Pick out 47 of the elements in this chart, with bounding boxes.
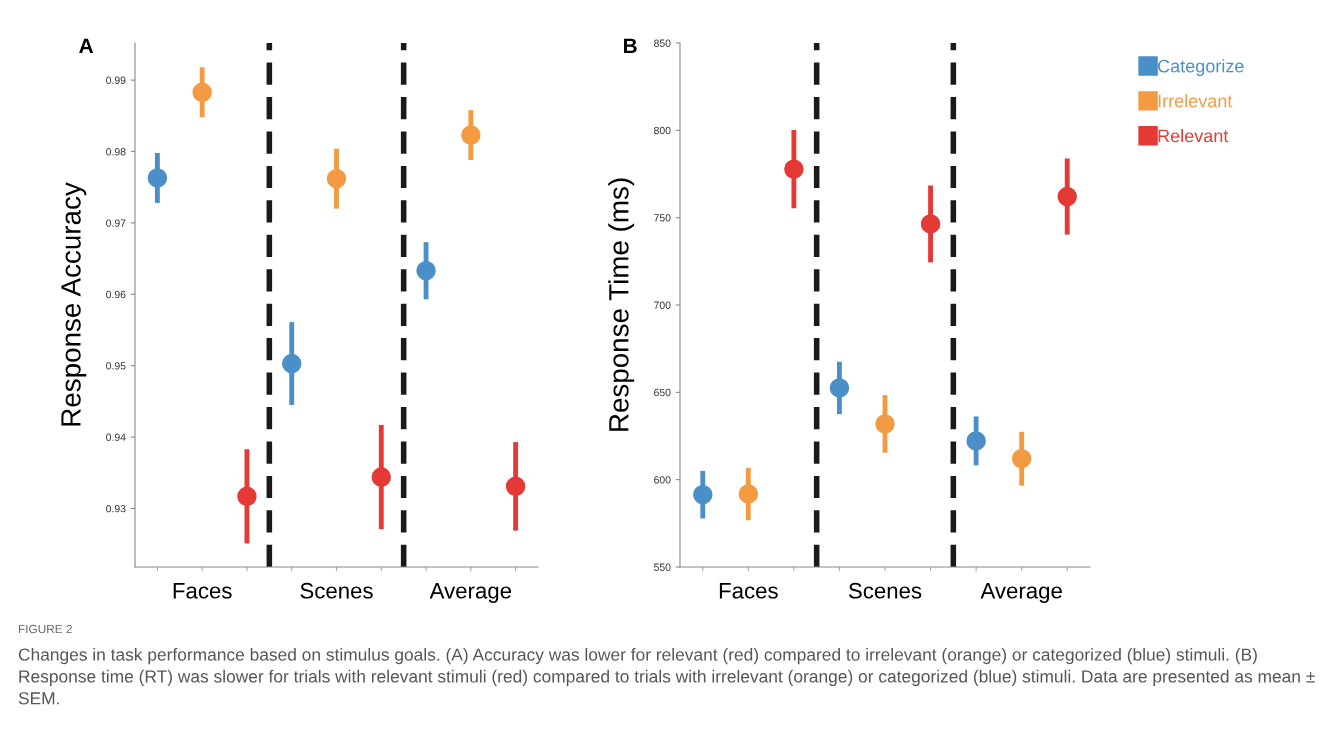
point bbox=[237, 486, 257, 507]
legend-label: Relevant bbox=[1158, 129, 1229, 143]
point bbox=[371, 467, 392, 487]
y-axis-title: Response Time (ms) bbox=[608, 178, 635, 431]
point bbox=[505, 476, 526, 497]
point bbox=[1057, 186, 1077, 207]
legend-label: Categorize bbox=[1158, 59, 1244, 77]
point bbox=[281, 353, 302, 374]
point bbox=[461, 125, 481, 145]
y-tick-label: 0.97 bbox=[106, 219, 126, 227]
y-tick-label: 0.99 bbox=[106, 76, 126, 84]
chart-title: A bbox=[79, 38, 94, 54]
legend-label: Irrelevant bbox=[1158, 94, 1233, 108]
y-tick-label: 750 bbox=[654, 214, 671, 222]
y-tick-label: 800 bbox=[654, 126, 671, 135]
caption: FIGURE 2 bbox=[18, 624, 72, 634]
point bbox=[147, 168, 168, 188]
point bbox=[192, 82, 212, 102]
point bbox=[326, 168, 347, 189]
y-tick-label: 700 bbox=[654, 301, 671, 309]
x-tick-label: Faces bbox=[173, 583, 232, 599]
y-tick-label: 850 bbox=[654, 39, 671, 47]
point bbox=[829, 378, 850, 398]
x-tick-label: Faces bbox=[719, 583, 778, 599]
y-tick-label: 0.94 bbox=[106, 433, 126, 441]
text: Changes in task performance based on stimulus goals. (A) Accuracy was lower for relevant (red) compared to irrelevant (orange) or categorized (blue) stimuli. (B) Response time (RT) was slower for trials with relevant stimuli (red) compared to trials with irrelevant (orange) or categorized (blue) stimuli. Data are presented as mean ± SEM. bbox=[18, 648, 1315, 705]
y-tick-label: 650 bbox=[654, 388, 671, 397]
point bbox=[966, 431, 986, 451]
point bbox=[784, 159, 804, 179]
y-tick-label: 0.98 bbox=[106, 148, 126, 156]
point bbox=[693, 484, 713, 505]
x-tick-label: Average bbox=[429, 583, 512, 603]
x-tick-label: Scenes bbox=[848, 582, 922, 599]
y-axis-title: Response Accuracy bbox=[61, 182, 87, 426]
x-tick-label: Average bbox=[980, 583, 1062, 603]
y-tick-label: 0.95 bbox=[106, 362, 126, 370]
y-tick-label: 600 bbox=[654, 476, 671, 484]
y-tick-label: 0.96 bbox=[106, 290, 126, 299]
y-tick-label: 0.93 bbox=[106, 504, 126, 513]
point bbox=[920, 214, 941, 234]
point bbox=[1011, 448, 1032, 469]
chart-title: B bbox=[623, 38, 637, 54]
point bbox=[875, 414, 895, 434]
point bbox=[416, 261, 436, 281]
x-tick-label: Scenes bbox=[300, 582, 373, 599]
point bbox=[738, 484, 759, 504]
y-tick-label: 550 bbox=[654, 563, 671, 571]
